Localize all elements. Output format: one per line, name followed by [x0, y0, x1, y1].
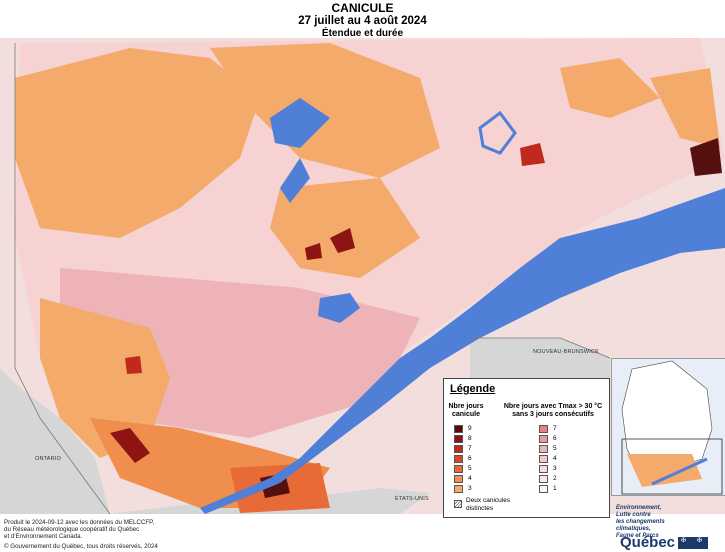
legend-swatch-canicule-5: [454, 465, 463, 473]
inset-svg: [621, 360, 723, 495]
legend-label-tmax-6: 6: [553, 435, 557, 442]
label-etats-unis: ÉTATS-UNIS: [395, 496, 429, 502]
legend-label-canicule-8: 8: [468, 435, 472, 442]
legend-label-tmax-4: 4: [553, 455, 557, 462]
ministry-line-2: Lutte contre: [616, 512, 651, 518]
zone-canicule-3-n: [210, 43, 440, 178]
ministry-line-5: Faune et Parcs: [616, 533, 659, 539]
credits-line-1: Produit le 2024-09-12 avec les données d…: [4, 519, 155, 526]
copyright: © Gouvernement du Québec, tous droits ré…: [4, 543, 158, 550]
hotspot-abitibi: [125, 356, 142, 374]
legend-swatch-tmax-6: [539, 435, 548, 443]
zone-canicule-3-west: [40, 298, 170, 458]
legend-swatch-canicule-7: [454, 445, 463, 453]
region-ontario: [0, 368, 110, 514]
legend-label-canicule-6: 6: [468, 455, 472, 462]
legend-swatch-canicule-8: [454, 435, 463, 443]
locator-inset-map: [611, 358, 725, 496]
legend-swatch-tmax-5: [539, 445, 548, 453]
legend-label-tmax-2: 2: [553, 475, 557, 482]
legend-swatch-tmax-2: [539, 475, 548, 483]
saint-lawrence-estuary: [270, 188, 725, 483]
hotspot-lac-st-jean-2: [305, 243, 322, 260]
reservoir-manicouagan: [478, 110, 517, 155]
lake-saint-jean: [318, 293, 360, 323]
inset-extent-box: [621, 438, 723, 495]
legend-label-tmax-1: 1: [553, 485, 557, 492]
inset-river: [651, 457, 708, 486]
title-block: CANICULE 27 juillet au 4 août 2024 Étend…: [0, 2, 725, 40]
legend-hatch-swatch: [454, 500, 462, 508]
ministry-line-4: climatiques,: [616, 526, 651, 532]
zone-canicule-ne: [560, 58, 660, 118]
credits-line-3: et d'Environnement Canada.: [4, 533, 83, 541]
inset-heat-area: [627, 454, 702, 487]
legend-label-canicule-7: 7: [468, 445, 472, 452]
credits-line-2: du Réseau météorologique coopératif du Q…: [4, 526, 140, 534]
saint-lawrence-river: [200, 478, 280, 514]
hotspot-lac-st-jean-1: [330, 228, 355, 253]
legend-col2-heading: Nbre jours avec Tmax > 30 °C sans 3 jour…: [503, 403, 603, 418]
credits-block: Produit le 2024-09-12 avec les données d…: [4, 519, 154, 541]
hotspot-ne: [520, 143, 545, 166]
legend-label-canicule-5: 5: [468, 465, 472, 472]
legend-swatch-canicule-4: [454, 475, 463, 483]
ministry-line-3: les changements: [616, 519, 665, 525]
legend-swatch-canicule-3: [454, 485, 463, 493]
legend-label-canicule-9: 9: [468, 425, 472, 432]
zone-canicule-ne2: [650, 68, 720, 148]
legend-swatch-canicule-9: [454, 425, 463, 433]
legend-swatch-tmax-1: [539, 485, 548, 493]
quebec-border: [14, 43, 611, 514]
lake-mistassini: [280, 158, 310, 203]
ministry-name: Environnement, Lutte contre les changeme…: [616, 505, 665, 540]
quebec-flag-icon: ✠ ✠: [678, 537, 708, 549]
legend-swatch-tmax-7: [539, 425, 548, 433]
legend-title: Légende: [450, 383, 496, 395]
quebec-logo-text: Québec: [620, 534, 676, 551]
zone-canicule-3-nw: [15, 48, 260, 238]
map-date-range: 27 juillet au 4 août 2024: [298, 15, 427, 27]
ministry-line-1: Environnement,: [616, 505, 662, 511]
legend-box: Légende Nbre jours canicule Nbre jours a…: [443, 378, 610, 518]
legend-col1-heading: Nbre jours canicule: [448, 403, 484, 418]
legend-label-tmax-5: 5: [553, 445, 557, 452]
map-title: CANICULE: [331, 1, 394, 15]
legend-label-canicule-3: 3: [468, 485, 472, 492]
legend-label-tmax-7: 7: [553, 425, 557, 432]
legend-label-tmax-3: 3: [553, 465, 557, 472]
legend-swatch-canicule-6: [454, 455, 463, 463]
hotspot-fareast-hatch: [690, 138, 722, 176]
label-nouveau-brunswick: NOUVEAU-BRUNSWICK: [533, 349, 600, 355]
label-ontario: ONTARIO: [35, 456, 62, 462]
legend-hatch-label: Deux canicules distinctes: [466, 497, 511, 512]
legend-label-canicule-4: 4: [468, 475, 472, 482]
hotspot-outaouais: [110, 428, 150, 463]
legend-swatch-tmax-3: [539, 465, 548, 473]
map-subtitle: Étendue et durée: [321, 28, 404, 39]
reservoir-caniapiscau: [270, 98, 330, 148]
legend-swatch-tmax-4: [539, 455, 548, 463]
heatwave-map: [0, 38, 725, 514]
